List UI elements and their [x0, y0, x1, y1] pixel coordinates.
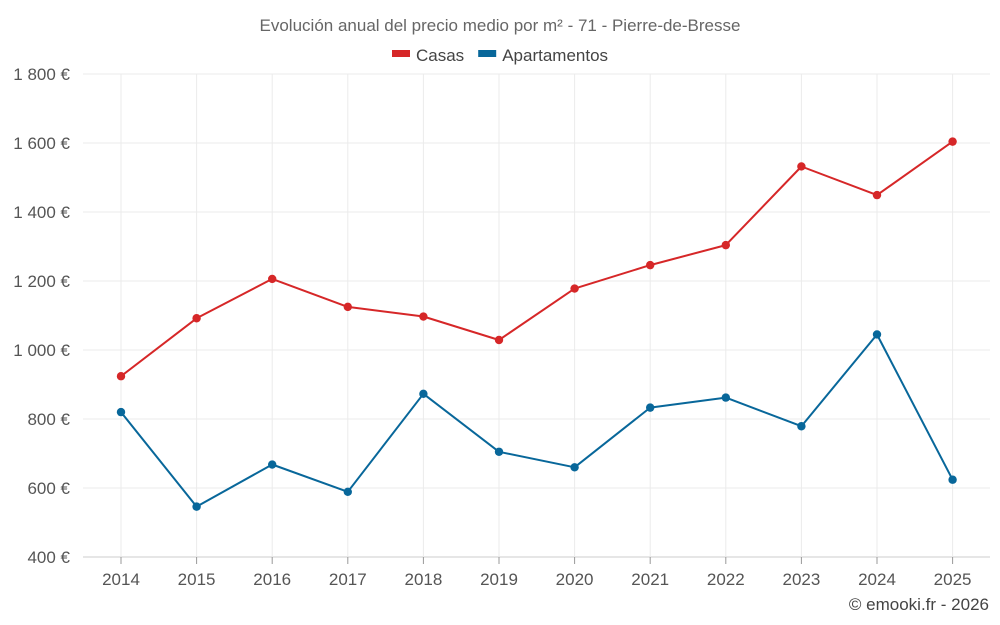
x-tick-label: 2020: [556, 570, 594, 589]
chart-title: Evolución anual del precio medio por m² …: [260, 16, 741, 35]
data-point-casas[interactable]: [797, 162, 806, 171]
y-tick-label: 600 €: [27, 479, 70, 498]
y-tick-label: 1 200 €: [13, 272, 70, 291]
data-point-casas[interactable]: [268, 274, 277, 284]
data-point-apartamentos[interactable]: [570, 463, 579, 472]
data-point-apartamentos[interactable]: [948, 475, 957, 484]
data-point-casas[interactable]: [494, 335, 504, 345]
data-point-casas[interactable]: [872, 190, 882, 200]
x-tick-label: 2021: [631, 570, 669, 589]
x-tick-label: 2018: [404, 570, 442, 589]
data-point-casas[interactable]: [721, 240, 730, 250]
data-point-apartamentos[interactable]: [268, 460, 277, 469]
series-line-apartamentos: [120, 333, 954, 508]
legend-item-apartamentos[interactable]: Apartamentos: [478, 46, 608, 65]
data-point-casas[interactable]: [116, 372, 126, 381]
data-point-apartamentos[interactable]: [343, 487, 352, 496]
legend-item-casas[interactable]: Casas: [392, 46, 464, 65]
y-tick-label: 1 000 €: [13, 341, 70, 360]
x-tick-label: 2016: [253, 570, 291, 589]
data-point-apartamentos[interactable]: [646, 403, 655, 412]
x-tick-label: 2014: [102, 570, 140, 589]
series-line-casas: [120, 140, 954, 377]
credit-text: © emooki.fr - 2026: [849, 595, 989, 614]
x-tick-label: 2019: [480, 570, 518, 589]
y-tick-label: 800 €: [27, 410, 70, 429]
x-tick-label: 2024: [858, 570, 896, 589]
legend-swatch: [478, 50, 497, 57]
legend-swatch: [392, 50, 410, 57]
data-point-apartamentos[interactable]: [872, 330, 882, 339]
x-tick-label: 2015: [178, 570, 216, 589]
series-layer: [116, 137, 957, 511]
y-tick-label: 1 800 €: [13, 65, 70, 84]
data-point-apartamentos[interactable]: [419, 389, 428, 399]
data-point-apartamentos[interactable]: [494, 447, 504, 456]
y-tick-label: 400 €: [27, 548, 70, 567]
data-point-apartamentos[interactable]: [721, 393, 730, 402]
data-point-casas[interactable]: [343, 302, 352, 312]
data-point-apartamentos[interactable]: [116, 407, 126, 417]
x-tick-label: 2023: [782, 570, 820, 589]
y-tick-label: 1 600 €: [13, 134, 70, 153]
legend: Casas Apartamentos: [392, 46, 608, 65]
data-point-apartamentos[interactable]: [797, 422, 806, 431]
data-point-apartamentos[interactable]: [192, 502, 201, 511]
legend-label: Apartamentos: [502, 46, 608, 65]
y-tick-label: 1 400 €: [13, 203, 70, 222]
data-point-casas[interactable]: [948, 137, 957, 146]
data-point-casas[interactable]: [192, 314, 201, 323]
axes: 400 € 600 € 800 € 1 000 € 1 200 € 1 400 € 1 60…: [13, 65, 971, 589]
data-point-casas[interactable]: [570, 284, 579, 293]
x-tick-label: 2017: [329, 570, 367, 589]
legend-label: Casas: [416, 46, 464, 65]
x-tick-label: 2025: [934, 570, 972, 589]
x-tick-label: 2022: [707, 570, 745, 589]
data-point-casas[interactable]: [646, 260, 655, 270]
data-point-casas[interactable]: [419, 312, 428, 321]
